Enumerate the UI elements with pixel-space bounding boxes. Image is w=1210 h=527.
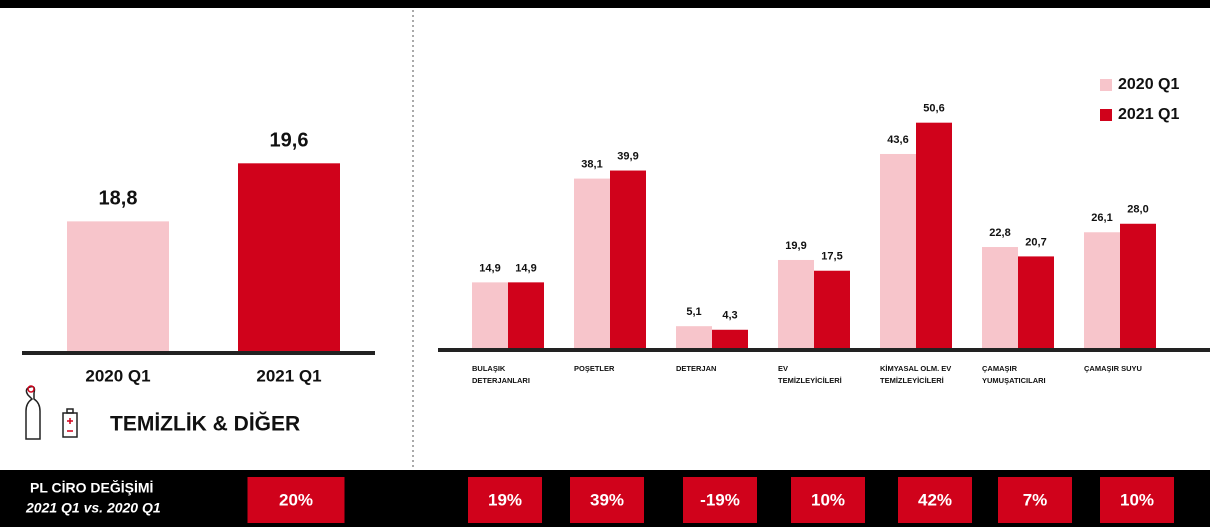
bar: [508, 282, 544, 349]
change-label: 10%: [1120, 490, 1154, 509]
legend-label: 2021 Q1: [1118, 106, 1179, 123]
value-label: 17,5: [821, 251, 842, 263]
bar: [1084, 232, 1120, 349]
bar: [982, 247, 1018, 349]
value-label: 20,7: [1025, 236, 1046, 248]
bar: [472, 282, 508, 349]
change-label: -19%: [700, 490, 740, 509]
change-label: 20%: [279, 490, 313, 509]
bar: [1018, 256, 1054, 349]
value-label: 14,9: [479, 262, 500, 274]
change-label: 10%: [811, 490, 845, 509]
value-label: 26,1: [1091, 212, 1112, 224]
bar: [1120, 223, 1156, 349]
change-box: [791, 477, 865, 523]
bar: [610, 170, 646, 349]
value-label: 14,9: [515, 262, 536, 274]
change-box: [898, 477, 972, 523]
value-label: 43,6: [887, 134, 908, 146]
value-label: 50,6: [923, 103, 944, 115]
change-box: [570, 477, 644, 523]
bar: [916, 122, 952, 350]
value-label: 5,1: [686, 306, 701, 318]
bar: [814, 270, 850, 349]
change-box: [1100, 477, 1174, 523]
bar: [574, 178, 610, 349]
change-box: [468, 477, 542, 523]
value-label: 39,9: [617, 150, 638, 162]
x-tick-label: ÇAMAŞIR: [982, 364, 1018, 373]
bottle-icon: [25, 385, 78, 440]
change-label: 7%: [1023, 490, 1048, 509]
section-label: TEMİZLİK & DİĞER: [110, 412, 300, 436]
bar: [712, 329, 748, 349]
x-tick-label: KİMYASAL OLM. EV: [880, 364, 951, 373]
x-tick-label: DETERJAN: [676, 364, 716, 373]
x-tick-label: YUMUŞATICILARI: [982, 376, 1046, 385]
x-tick-label: TEMİZLEYİCİLERİ: [778, 376, 842, 385]
bar: [880, 153, 916, 349]
bar: [778, 259, 814, 349]
bar: [238, 163, 340, 352]
value-label: 19,9: [785, 240, 806, 252]
value-label: 19,6: [270, 130, 309, 152]
top-bar: [0, 0, 1210, 8]
x-tick-label: DETERJANLARI: [472, 376, 530, 385]
value-label: 4,3: [722, 310, 737, 322]
bar: [67, 221, 169, 352]
change-subtitle: 2021 Q1 vs. 2020 Q1: [25, 500, 161, 516]
x-tick-label: TEMİZLEYİCİLERİ: [880, 376, 944, 385]
change-box: [247, 477, 345, 523]
x-tick-label: EV: [778, 364, 788, 373]
value-label: 28,0: [1127, 204, 1148, 216]
bar: [676, 326, 712, 349]
value-label: 22,8: [989, 227, 1010, 239]
x-tick-label: 2020 Q1: [85, 366, 150, 385]
legend-swatch: [1100, 109, 1112, 121]
legend-swatch: [1100, 79, 1112, 91]
x-tick-label: BULAŞIK: [472, 364, 506, 373]
change-label: 39%: [590, 490, 624, 509]
x-tick-label: 2021 Q1: [256, 366, 321, 385]
value-label: 38,1: [581, 158, 602, 170]
x-tick-label: POŞETLER: [574, 364, 615, 373]
change-label: 42%: [918, 490, 952, 509]
change-title: PL CİRO DEĞİŞİMİ: [30, 479, 153, 496]
x-tick-label: ÇAMAŞIR SUYU: [1084, 364, 1142, 373]
change-label: 19%: [488, 490, 522, 509]
legend-label: 2020 Q1: [1118, 76, 1179, 93]
change-box: [998, 477, 1072, 523]
change-box: [683, 477, 757, 523]
value-label: 18,8: [99, 188, 138, 210]
